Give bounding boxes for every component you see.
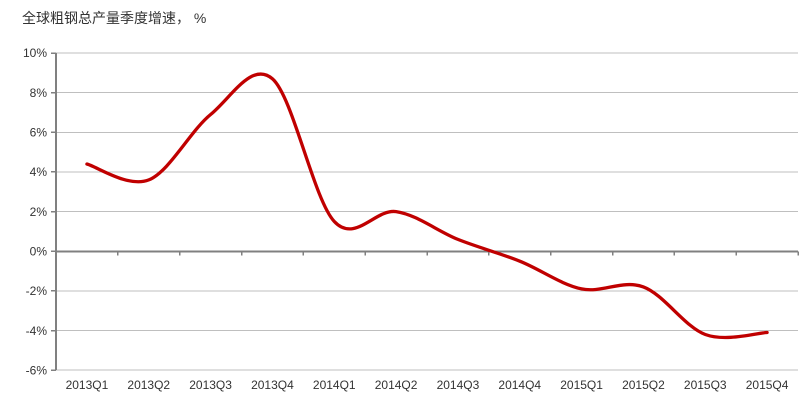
x-axis-label: 2013Q3 — [189, 378, 232, 392]
y-axis-label: -2% — [26, 284, 48, 298]
y-axis-label: -6% — [26, 363, 48, 377]
x-axis-label: 2015Q3 — [684, 378, 727, 392]
x-axis-label: 2014Q2 — [375, 378, 418, 392]
y-axis-label: 8% — [30, 86, 48, 100]
y-axis-label: 6% — [30, 126, 48, 140]
x-axis-label: 2013Q4 — [251, 378, 294, 392]
x-axis-label: 2014Q4 — [498, 378, 541, 392]
y-axis-label: 4% — [30, 165, 48, 179]
y-axis-label: -4% — [26, 324, 48, 338]
data-series-line — [85, 72, 769, 340]
x-axis-label: 2013Q1 — [66, 378, 109, 392]
x-axis-label: 2014Q1 — [313, 378, 356, 392]
y-axis-label: 10% — [23, 46, 47, 60]
y-axis-label: 0% — [30, 244, 48, 258]
x-axis-label: 2015Q4 — [746, 378, 789, 392]
x-axis-label: 2015Q1 — [560, 378, 603, 392]
x-axis-label: 2015Q2 — [622, 378, 665, 392]
x-axis-label: 2014Q3 — [437, 378, 480, 392]
x-axis-label: 2013Q2 — [127, 378, 170, 392]
chart-title: 全球粗钢总产量季度增速， % — [22, 10, 207, 26]
y-axis-label: 2% — [30, 205, 48, 219]
